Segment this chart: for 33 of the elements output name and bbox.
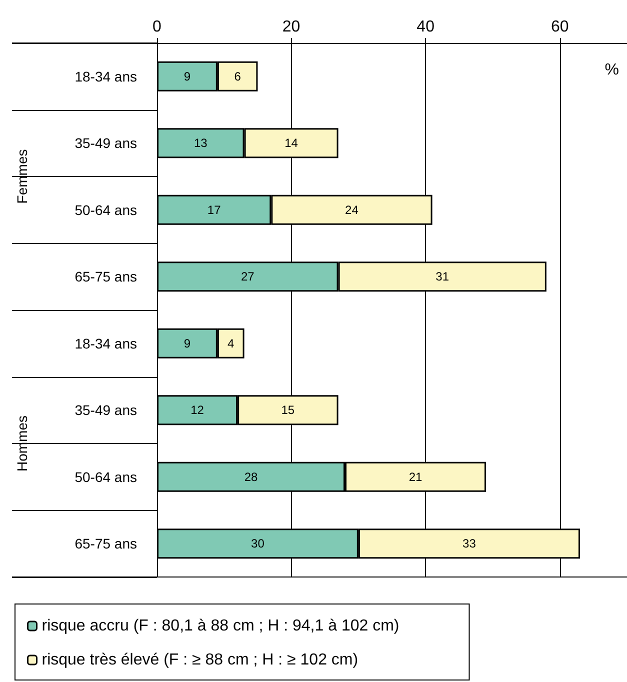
data-label: 31 [436, 270, 450, 284]
data-label: 13 [194, 136, 208, 150]
x-tick-label: 40 [416, 18, 435, 36]
text: Femmes [14, 149, 30, 204]
data-label: 24 [345, 202, 359, 217]
data-label: 15 [281, 403, 295, 418]
x-axis-title: % [604, 62, 620, 78]
data-label: 30 [251, 536, 265, 551]
data-label: 21 [408, 470, 422, 484]
y-tick-label: 65-75 ans [74, 268, 137, 285]
data-label: 6 [234, 69, 242, 84]
y-tick-label: 50-64 ans [74, 202, 137, 218]
y-tick-label: 35-49 ans [74, 402, 137, 418]
x-tick-label: 20 [282, 18, 300, 36]
data-label: 33 [462, 536, 476, 551]
text: Hommes [14, 415, 30, 472]
y-tick-label: 50-64 ans [74, 468, 137, 485]
data-label: 4 [228, 336, 235, 350]
x-tick-label: 60 [550, 18, 569, 36]
y-tick-label: 65-75 ans [74, 536, 137, 552]
x-tick-label: 0 [152, 18, 162, 36]
data-label: 17 [207, 202, 222, 217]
data-label: 9 [184, 69, 191, 84]
data-label: 27 [240, 270, 255, 284]
legend-label: risque très élevé (F : ≥ 88 cm ; H : ≥ 102 cm) [42, 652, 358, 668]
data-label: 14 [284, 136, 298, 150]
y-tick-label: 35-49 ans [74, 135, 137, 152]
data-label: 28 [244, 470, 258, 484]
data-label: 9 [184, 336, 191, 350]
y-tick-label: 18-34 ans [74, 68, 137, 84]
data-label: 12 [190, 403, 204, 418]
y-tick-label: 18-34 ans [74, 335, 137, 352]
legend-label: risque accru (F : 80,1 à 88 cm ; H : 94,1 à 102 cm) [42, 618, 400, 634]
